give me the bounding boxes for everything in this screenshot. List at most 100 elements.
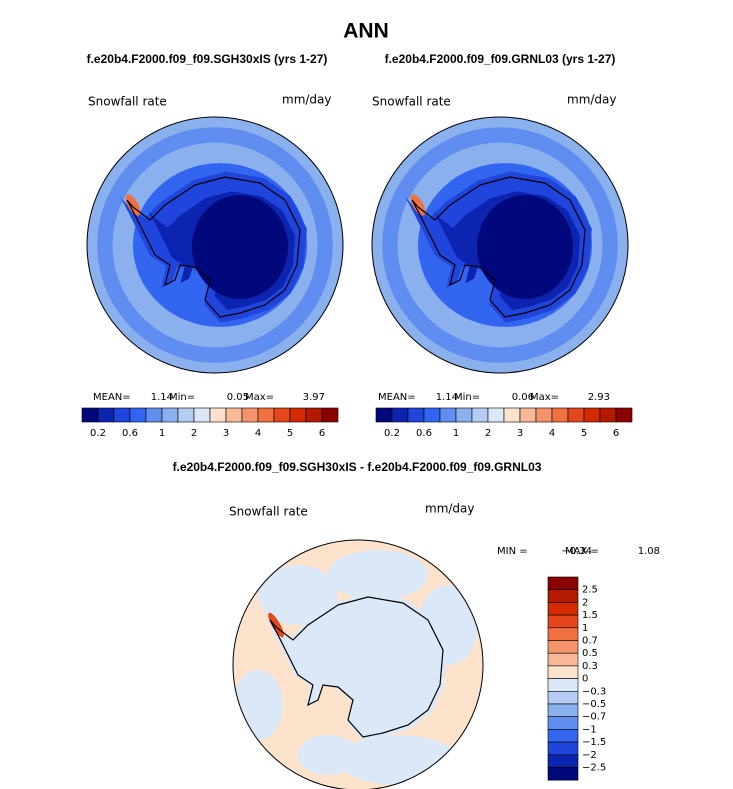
polar-map <box>232 539 484 789</box>
title: ANN <box>343 20 389 43</box>
colorbar-swatch <box>547 627 579 641</box>
colorbar-swatch <box>161 407 179 423</box>
colorbar-swatch <box>599 407 617 423</box>
colorbar-swatch <box>547 678 579 692</box>
stat-label: Min= <box>454 392 480 403</box>
field-label: Snowfall rate <box>88 95 167 109</box>
colorbar-swatch <box>145 407 163 423</box>
coastline <box>411 176 586 318</box>
stat-label: Max= <box>530 392 559 403</box>
stat-value: 1.14 <box>436 392 458 403</box>
polar-map <box>86 116 344 374</box>
colorbar-label: 1 <box>453 428 459 439</box>
map-field <box>372 117 628 373</box>
colorbar-label: 2 <box>191 428 197 439</box>
field-label: Snowfall rate <box>372 95 451 109</box>
colorbar-swatch <box>547 716 579 730</box>
stat-value: 1.08 <box>638 546 660 557</box>
map-border <box>232 539 484 789</box>
colorbar-swatch <box>423 407 441 423</box>
stat-label: MAX = <box>565 546 599 557</box>
colorbar-swatch <box>583 407 601 423</box>
colorbar-label: 0.3 <box>582 661 598 672</box>
panel-subtitle: f.e20b4.F2000.f09_f09.SGH30xIS - f.e20b4… <box>173 460 542 474</box>
colorbar-swatch <box>129 407 147 423</box>
colorbar-swatch <box>547 652 579 667</box>
colorbar-swatch <box>209 407 227 423</box>
panel-subtitle: f.e20b4.F2000.f09_f09.SGH30xIS (yrs 1-27… <box>87 52 328 66</box>
stat-value: 0.06 <box>512 392 534 403</box>
colorbar-swatch <box>289 407 307 423</box>
field <box>268 612 284 638</box>
field-label: Snowfall rate <box>229 505 308 519</box>
colorbar-label: 2 <box>582 597 588 608</box>
colorbar-label: 3 <box>223 428 229 439</box>
stat-label: MEAN= <box>93 392 131 403</box>
stat-value: −0.34 <box>561 546 592 557</box>
colorbar-swatch <box>257 407 275 423</box>
colorbar-swatch <box>455 407 473 423</box>
colorbar-label: 5 <box>287 428 293 439</box>
stat-value: 3.97 <box>303 392 325 403</box>
units-label: mm/day <box>425 502 475 516</box>
units-label: mm/day <box>567 93 617 107</box>
stat-value: 2.93 <box>588 392 610 403</box>
colorbar-swatch <box>487 407 505 423</box>
colorbar-label: −2.5 <box>582 763 606 774</box>
colorbar-swatch <box>391 407 409 423</box>
colorbar-swatch <box>547 754 579 768</box>
colorbar-label: 0.2 <box>90 428 106 439</box>
colorbar-label: 5 <box>581 428 587 439</box>
colorbar-label: 0.2 <box>384 428 400 439</box>
stat-value: 1.14 <box>151 392 173 403</box>
colorbar-swatch <box>97 407 115 423</box>
map-border <box>86 116 344 374</box>
colorbar-label: 0 <box>582 674 588 685</box>
colorbar-swatch <box>113 407 131 423</box>
colorbar-swatch <box>551 407 569 423</box>
colorbar-label: 3 <box>517 428 523 439</box>
colorbar-swatch <box>519 407 537 423</box>
colorbar-swatch <box>177 407 195 423</box>
field <box>298 735 358 775</box>
colorbar-swatch <box>375 407 393 423</box>
stat-label: MIN = <box>497 546 528 557</box>
units-label: mm/day <box>282 93 332 107</box>
coastline <box>269 596 444 738</box>
colorbar-swatch <box>615 407 633 423</box>
colorbar-swatch <box>567 407 585 423</box>
field <box>233 670 283 740</box>
colorbar-swatch <box>547 665 579 679</box>
colorbar-label: 0.7 <box>582 636 598 647</box>
panel-subtitle: f.e20b4.F2000.f09_f09.GRNL03 (yrs 1-27) <box>385 52 616 66</box>
colorbar-swatch <box>547 589 579 603</box>
colorbar-label: 2 <box>485 428 491 439</box>
stat-label: Max= <box>245 392 274 403</box>
map-border <box>371 116 629 374</box>
colorbar-label: 1 <box>159 428 165 439</box>
colorbar-label: −0.5 <box>582 699 606 710</box>
field <box>328 550 428 600</box>
colorbar-swatch <box>305 407 323 423</box>
colorbar-label: 4 <box>549 428 555 439</box>
colorbar-label: −1.5 <box>582 737 606 748</box>
colorbar-swatch <box>273 407 291 423</box>
colorbar-swatch <box>439 407 457 423</box>
colorbar-swatch <box>81 407 99 423</box>
stat-value: 0.05 <box>227 392 249 403</box>
colorbar-swatch <box>225 407 243 423</box>
colorbar-swatch <box>547 703 579 717</box>
colorbar-swatch <box>547 576 579 590</box>
colorbar-label: −0.7 <box>582 712 606 723</box>
colorbar-label: 4 <box>255 428 261 439</box>
map-field <box>233 540 483 789</box>
colorbar-swatch <box>193 407 211 423</box>
colorbar-swatch <box>547 741 579 756</box>
map-field <box>87 117 343 373</box>
colorbar-swatch <box>547 640 579 654</box>
field <box>258 565 338 625</box>
colorbar-swatch <box>547 614 579 629</box>
colorbar-swatch <box>241 407 259 423</box>
colorbar-label: 2.5 <box>582 585 598 596</box>
